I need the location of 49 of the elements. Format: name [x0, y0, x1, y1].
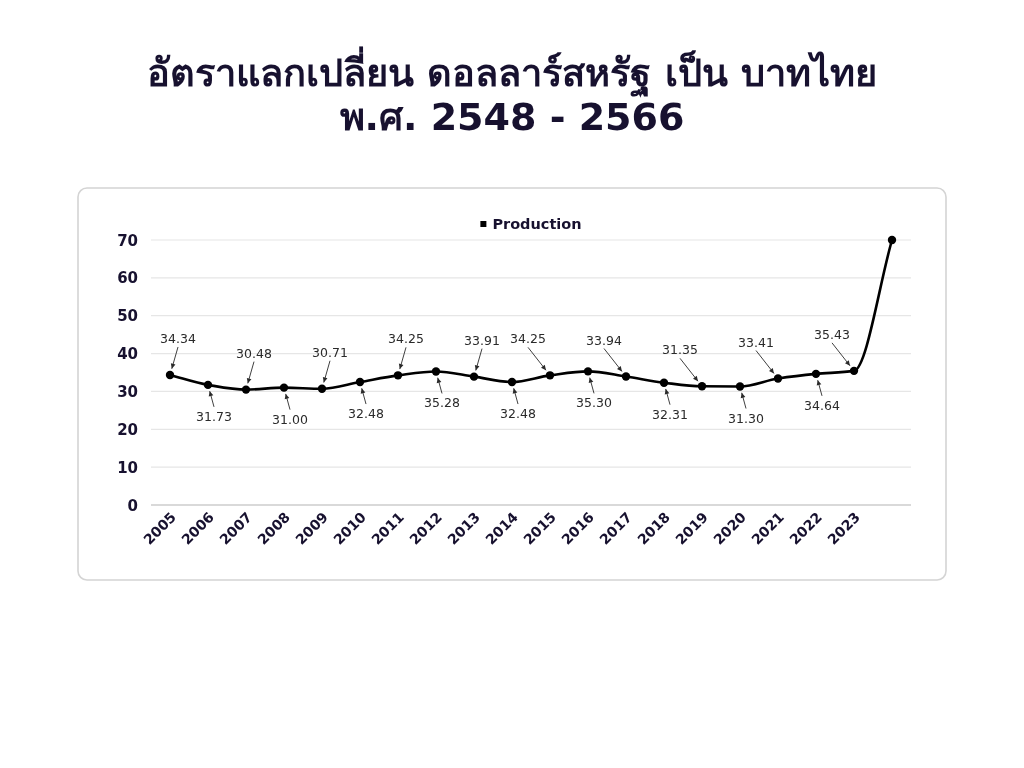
point [469, 372, 479, 381]
point [545, 371, 555, 380]
point [393, 371, 403, 380]
data-label: 34.25 [388, 331, 424, 347]
point [735, 382, 745, 391]
data-label: 32.48 [348, 406, 384, 422]
point [165, 370, 175, 380]
data-label: 34.64 [804, 397, 840, 413]
data-label: 35.28 [424, 395, 460, 411]
point [697, 382, 707, 391]
data-label: 34.25 [510, 331, 546, 347]
y-tick-label: 10 [117, 458, 138, 477]
data-label: 31.00 [272, 411, 308, 427]
data-label: 34.34 [160, 331, 196, 346]
point [811, 369, 821, 379]
data-label: 33.94 [586, 332, 622, 348]
data-label: 35.30 [576, 395, 612, 411]
data-label: 31.30 [728, 410, 764, 426]
y-tick-label: 20 [117, 420, 138, 439]
point [659, 378, 669, 387]
point [887, 235, 897, 245]
point [241, 385, 251, 394]
data-label: 33.91 [464, 332, 500, 348]
point [355, 377, 365, 387]
point [849, 366, 859, 376]
point [773, 374, 783, 383]
point [317, 384, 327, 393]
y-tick-label: 40 [117, 345, 138, 364]
data-label: 32.31 [652, 406, 688, 422]
chart-title: อัตราแลกเปลี่ยน ดอลลาร์สหรัฐ เป็น บาทไทย [147, 46, 877, 98]
data-label: 30.48 [236, 345, 272, 361]
y-tick-label: 50 [117, 307, 138, 326]
legend-label: Production [492, 216, 582, 232]
point [507, 377, 517, 387]
data-label: 31.35 [662, 342, 698, 358]
point [621, 372, 631, 381]
data-label: 33.41 [738, 334, 774, 350]
point [279, 383, 289, 392]
y-tick-label: 30 [117, 382, 138, 401]
data-label: 32.48 [500, 406, 536, 422]
y-tick-label: 70 [117, 231, 138, 250]
data-label: 30.71 [312, 344, 348, 360]
data-label: 31.73 [196, 408, 232, 424]
point [431, 367, 441, 376]
data-label: 35.43 [814, 326, 850, 342]
y-tick-label: 60 [117, 269, 138, 288]
point [203, 380, 213, 390]
y-tick-label: 0 [127, 496, 138, 515]
point [583, 367, 593, 376]
